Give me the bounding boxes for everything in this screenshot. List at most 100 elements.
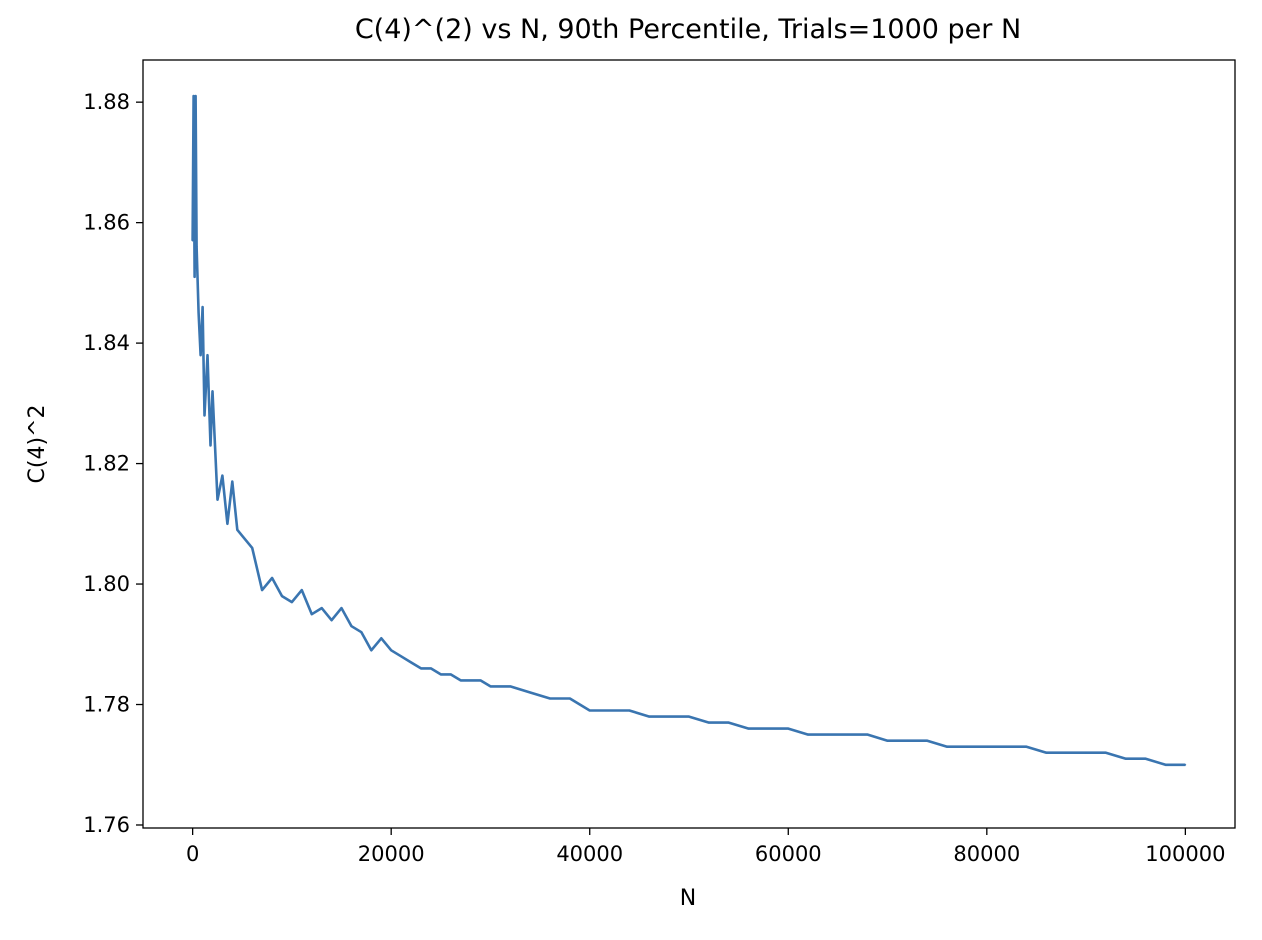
data-point <box>628 709 631 712</box>
data-point <box>469 679 472 682</box>
x-axis-label: N <box>680 886 696 911</box>
data-point <box>1065 751 1067 754</box>
y-axis: 1.76 1.78 1.80 1.82 1.84 1.86 1.88 <box>83 90 143 837</box>
data-point <box>301 589 303 591</box>
data-point <box>400 655 402 658</box>
series-line <box>191 94 1186 767</box>
data-point <box>946 745 948 748</box>
data-point <box>807 733 809 736</box>
data-point <box>241 535 244 537</box>
data-point <box>221 474 224 477</box>
data-point <box>1045 751 1048 754</box>
x-tick-label: 0 <box>186 842 199 866</box>
data-point <box>1105 751 1107 754</box>
y-axis-label: C(4)^2 <box>25 405 50 484</box>
data-point <box>320 607 323 609</box>
plot-area <box>142 59 1236 829</box>
data-point <box>1184 764 1187 766</box>
y-tick-label: 1.82 <box>83 452 130 476</box>
x-axis: 0 20000 40000 60000 80000 100000 <box>186 828 1225 866</box>
data-point <box>390 649 393 652</box>
data-point <box>767 727 770 730</box>
data-point <box>206 354 209 357</box>
data-point <box>203 414 206 417</box>
data-point <box>201 306 204 308</box>
data-point <box>291 601 293 603</box>
data-point <box>226 523 229 525</box>
data-point <box>251 547 253 549</box>
data-point <box>479 679 482 682</box>
data-point <box>199 354 202 357</box>
x-tick-label: 100000 <box>1145 842 1225 866</box>
data-point <box>866 733 869 736</box>
data-point <box>926 739 929 742</box>
data-point <box>708 721 710 724</box>
data-point <box>1085 751 1087 754</box>
data-point <box>236 529 239 531</box>
x-tick-label: 40000 <box>556 842 623 866</box>
data-point <box>261 589 263 591</box>
data-point <box>608 709 611 712</box>
data-point <box>966 745 968 748</box>
data-point <box>195 245 198 248</box>
data-point <box>827 733 829 736</box>
data-point <box>1144 757 1147 760</box>
line-layer <box>191 94 1187 767</box>
data-point <box>360 631 363 633</box>
data-point <box>231 480 234 483</box>
x-tick-label: 60000 <box>755 842 822 866</box>
data-point <box>489 685 492 688</box>
data-point <box>380 637 383 640</box>
data-point <box>1025 745 1028 748</box>
data-point <box>787 727 790 730</box>
data-point <box>197 312 200 314</box>
y-tick-label: 1.78 <box>83 693 130 717</box>
data-point <box>281 595 283 597</box>
data-point <box>430 667 432 670</box>
data-point <box>216 498 219 501</box>
data-point <box>420 667 422 670</box>
data-point <box>191 239 194 242</box>
data-point <box>440 673 442 676</box>
chart-title: C(4)^(2) vs N, 90th Percentile, Trials=1… <box>355 14 1021 45</box>
data-point <box>350 625 353 627</box>
data-point <box>311 613 313 615</box>
y-tick-label: 1.84 <box>83 331 130 355</box>
data-point <box>549 697 551 700</box>
data-point <box>209 444 212 447</box>
data-point <box>330 619 333 621</box>
data-point <box>449 673 452 676</box>
data-point <box>986 745 988 748</box>
data-point <box>727 721 730 724</box>
y-tick-label: 1.86 <box>83 211 130 235</box>
data-point <box>193 276 196 278</box>
data-point <box>588 709 591 712</box>
data-point <box>340 607 343 609</box>
data-point <box>747 727 750 730</box>
data-point <box>211 390 214 393</box>
data-point <box>569 697 571 700</box>
data-point <box>194 95 197 97</box>
data-point <box>648 715 651 718</box>
x-tick-label: 20000 <box>358 842 425 866</box>
plot-background <box>143 60 1235 828</box>
data-point <box>370 649 373 652</box>
data-point <box>886 739 889 742</box>
x-tick-label: 80000 <box>953 842 1020 866</box>
data-point <box>1164 764 1167 766</box>
y-tick-label: 1.88 <box>83 90 130 114</box>
data-point <box>1125 757 1127 760</box>
data-point <box>906 739 909 742</box>
data-point <box>1005 745 1008 748</box>
data-point <box>192 95 195 97</box>
data-point <box>459 679 462 682</box>
data-point <box>688 715 690 718</box>
data-point <box>529 691 531 694</box>
data-point <box>271 577 273 579</box>
plot-frame <box>142 59 1236 829</box>
y-tick-label: 1.80 <box>83 572 130 596</box>
data-point <box>847 733 849 736</box>
data-point <box>668 715 670 718</box>
y-tick-label: 1.76 <box>83 813 130 837</box>
data-point <box>410 661 412 664</box>
